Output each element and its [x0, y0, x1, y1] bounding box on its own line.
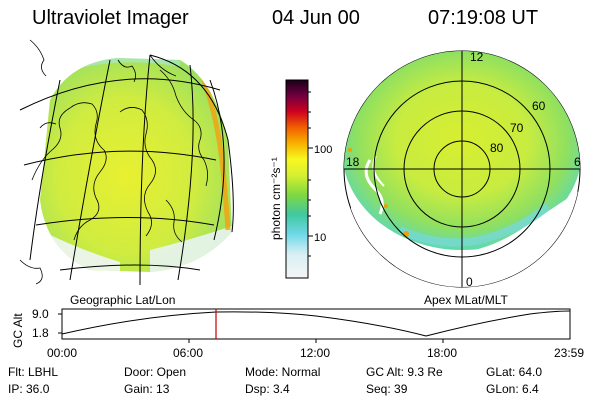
orbit-xtick-0000: 00:00: [47, 346, 78, 360]
info-door: Door: Open: [124, 365, 187, 379]
colorbar: [285, 79, 313, 279]
info-filter: Flt: LBHL: [8, 365, 59, 379]
colorbar-unit-label: photon cm⁻²s⁻¹: [269, 157, 283, 240]
mlat-label-60: 60: [532, 99, 546, 113]
mlt-label-6: 6: [574, 155, 581, 169]
orbit-xtick-0600: 06:00: [173, 346, 204, 360]
instrument-title: Ultraviolet Imager: [32, 7, 189, 29]
colorbar-tick-10: 10: [314, 232, 326, 244]
info-glat: GLat: 64.0: [486, 365, 543, 379]
date-label: 04 Jun 00: [272, 7, 360, 29]
orbit-ylabel: GC Alt: [11, 313, 25, 348]
info-dsp: Dsp: 3.4: [245, 382, 290, 396]
mlt-label-0: 0: [466, 275, 473, 289]
orbit-xtick-1200: 12:00: [300, 346, 331, 360]
orbit-plot: [58, 308, 571, 343]
info-mode: Mode: Normal: [245, 365, 321, 379]
orbit-xtick-2359: 23:59: [554, 346, 585, 360]
left-panel-label: Geographic Lat/Lon: [70, 293, 176, 307]
info-ip: IP: 36.0: [8, 382, 50, 396]
info-gc-alt: GC Alt: 9.3 Re: [366, 365, 443, 379]
info-seq: Seq: 39: [366, 382, 408, 396]
altitude-curve: [61, 310, 571, 337]
mlt-label-18: 18: [346, 155, 360, 169]
mlat-label-80: 80: [490, 141, 504, 155]
coastlines: [19, 39, 208, 285]
mlt-label-12: 12: [470, 50, 484, 64]
info-gain: Gain: 13: [124, 382, 170, 396]
mlat-label-70: 70: [510, 121, 524, 135]
orbit-ytick-1-8: 1.8: [32, 326, 49, 340]
orbit-xtick-1800: 18:00: [427, 346, 458, 360]
polar-grid: [344, 51, 580, 287]
time-label: 07:19:08 UT: [428, 7, 539, 29]
colorbar-tick-100: 100: [314, 144, 332, 156]
right-panel-label: Apex MLat/MLT: [424, 293, 508, 307]
orbit-ytick-9: 9.0: [32, 307, 49, 321]
info-glon: GLon: 6.4: [486, 382, 539, 396]
polar-image: [343, 50, 581, 288]
geo-grid: [19, 54, 225, 286]
geographic-image: [19, 39, 234, 286]
